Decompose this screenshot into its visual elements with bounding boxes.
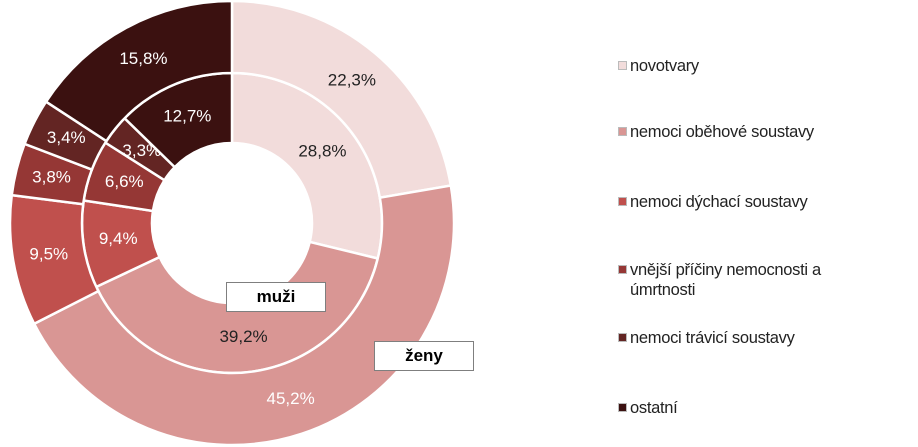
legend: novotvary nemoci oběhové soustavy nemoci d… bbox=[618, 0, 918, 447]
legend-label: nemoci oběhové soustavy bbox=[630, 123, 814, 141]
legend-swatch bbox=[618, 265, 627, 274]
donut-segment bbox=[44, 0, 234, 143]
legend-label: vnější příčiny nemocnosti a úmrtnosti bbox=[630, 261, 821, 299]
data-label: 12,7% bbox=[163, 107, 211, 126]
data-label: 6,6% bbox=[105, 172, 144, 191]
data-label: 3,4% bbox=[47, 128, 86, 147]
legend-swatch bbox=[618, 333, 627, 342]
data-label: 22,3% bbox=[328, 70, 376, 89]
legend-swatch bbox=[618, 197, 627, 206]
data-label: 3,8% bbox=[32, 167, 71, 186]
legend-swatch bbox=[618, 127, 627, 136]
legend-item: vnější příčiny nemocnosti a úmrtnosti bbox=[618, 260, 858, 300]
donut: 28,8%39,2%9,4%6,6%3,3%12,7%22,3%45,2%9,5… bbox=[8, 0, 456, 447]
legend-label: nemoci dýchací soustavy bbox=[630, 193, 808, 211]
legend-item: novotvary bbox=[618, 56, 918, 76]
legend-label: nemoci trávicí soustavy bbox=[630, 329, 795, 347]
legend-item: ostatní bbox=[618, 398, 918, 418]
legend-item: nemoci trávicí soustavy bbox=[618, 328, 918, 348]
data-label: 28,8% bbox=[298, 141, 346, 160]
series-label: ženy bbox=[374, 341, 474, 371]
legend-swatch bbox=[618, 403, 627, 412]
series-label: muži bbox=[226, 282, 326, 312]
legend-swatch bbox=[618, 61, 627, 70]
legend-label: novotvary bbox=[630, 57, 699, 75]
legend-label: ostatní bbox=[630, 399, 678, 417]
data-label: 45,2% bbox=[266, 389, 314, 408]
data-label: 9,5% bbox=[29, 244, 68, 263]
legend-item: nemoci dýchací soustavy bbox=[618, 192, 918, 212]
data-label: 9,4% bbox=[99, 229, 138, 248]
data-label: 39,2% bbox=[219, 327, 267, 346]
data-label: 15,8% bbox=[119, 49, 167, 68]
legend-item: nemoci oběhové soustavy bbox=[618, 122, 918, 142]
donut-segment bbox=[230, 0, 453, 200]
